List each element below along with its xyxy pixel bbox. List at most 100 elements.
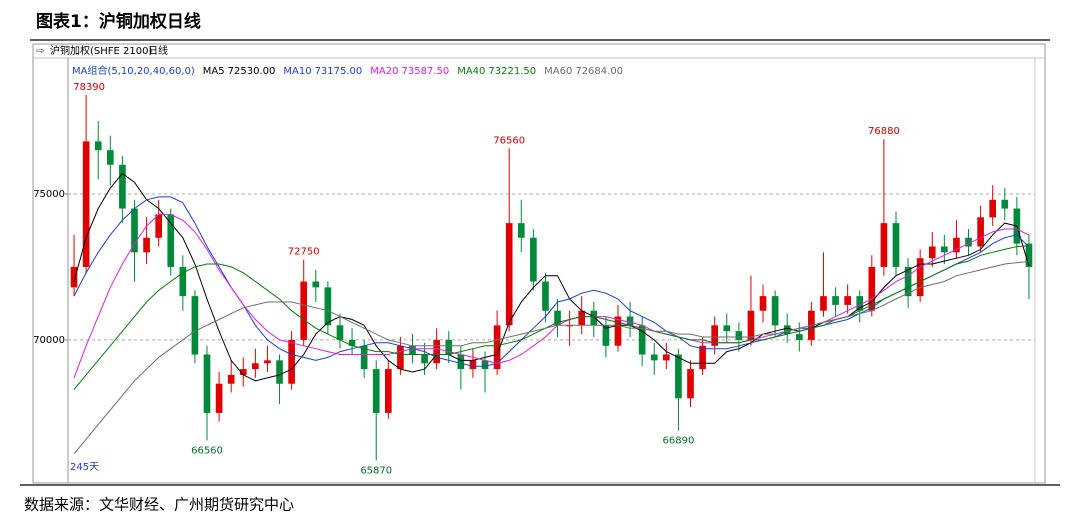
candle-body <box>892 223 900 267</box>
candle-body <box>276 360 283 384</box>
candle-body <box>312 281 320 288</box>
candle-body <box>542 281 549 311</box>
chart-title: 图表1：沪铜加权日线 <box>36 11 201 32</box>
chart-frame <box>32 43 1046 484</box>
ma-line <box>73 172 1030 382</box>
toolbar-icon: ⇨ <box>36 46 44 57</box>
candle-body <box>1001 199 1009 209</box>
candle-body <box>723 325 731 332</box>
legend-name: MA60 <box>544 66 572 77</box>
ma-line <box>73 245 1030 390</box>
candle-body <box>989 199 997 218</box>
legend-value: 73175.00 <box>315 66 363 77</box>
candle-body <box>239 369 247 375</box>
ma-line <box>73 261 1030 455</box>
candle-body <box>711 325 719 346</box>
candle-body <box>215 383 223 413</box>
candle-body <box>397 345 404 370</box>
high-annotation: 78390 <box>73 82 105 93</box>
candle-body <box>203 354 211 413</box>
candle-body <box>650 354 658 361</box>
legend-name: MA40 <box>457 66 485 77</box>
candle-body <box>614 316 622 346</box>
candle-body <box>856 296 864 311</box>
ma-line <box>73 213 1030 379</box>
legend-value: 72684.00 <box>575 66 623 77</box>
candle-body <box>735 331 743 340</box>
candle-body <box>566 325 573 327</box>
candle-body <box>928 246 936 259</box>
legend-title: MA组合(5,10,20,40,60,0) <box>72 64 195 77</box>
legend-name: MA10 <box>283 66 311 77</box>
candle-body <box>143 237 150 253</box>
candle-body <box>155 214 162 238</box>
candle-body <box>941 246 948 253</box>
candle-body <box>771 296 779 326</box>
candle-body <box>953 237 960 253</box>
candle-body <box>759 296 767 311</box>
legend-value: 72530.00 <box>228 66 276 77</box>
candle-body <box>409 345 416 355</box>
legend-name: MA5 <box>203 66 225 77</box>
candle-body <box>687 369 694 399</box>
candle-body <box>191 296 199 355</box>
candle-body <box>699 345 706 370</box>
y-tick-label: 70000 <box>33 335 65 346</box>
candle-body <box>300 281 308 340</box>
legend-value: 73587.50 <box>401 66 449 77</box>
high-annotation: 76560 <box>493 135 525 146</box>
candle-body <box>94 141 102 151</box>
candle-body <box>554 310 561 326</box>
candle-body <box>324 287 332 326</box>
source-note: 数据来源：文华财经、广州期货研究中心 <box>24 496 294 514</box>
candle-body <box>106 150 114 165</box>
candle-body <box>445 339 453 355</box>
candle-body <box>384 369 392 413</box>
toolbar-symbol: 沪铜加权(SHFE 2100) <box>50 44 152 57</box>
candle-body <box>457 354 465 370</box>
candle-body <box>868 266 876 311</box>
candle-body <box>167 214 175 267</box>
low-annotation: 66890 <box>663 436 695 447</box>
candle-body <box>421 354 428 364</box>
candle-body <box>517 223 525 238</box>
candle-body <box>493 325 501 370</box>
candle-body <box>880 223 888 267</box>
candle-body <box>131 208 138 253</box>
high-annotation: 72750 <box>288 247 320 258</box>
candle-body <box>675 354 682 399</box>
candle-body <box>227 374 235 384</box>
candle-body <box>663 354 670 361</box>
candle-body <box>252 363 259 370</box>
candle-body <box>82 141 90 267</box>
candle-body <box>977 217 984 247</box>
candle-body <box>590 310 598 326</box>
candle-body <box>965 237 972 247</box>
candle-body <box>336 325 344 340</box>
candle-body <box>264 360 271 364</box>
candle-body <box>638 325 646 355</box>
candle-body <box>505 223 513 326</box>
toolbar-period[interactable]: 日线 <box>148 44 168 57</box>
candle-body <box>360 345 368 370</box>
candle-body <box>602 325 610 346</box>
days-label: 245天 <box>70 462 99 473</box>
candle-body <box>119 164 126 209</box>
candle-body <box>1025 243 1033 267</box>
candle-body <box>916 258 924 297</box>
candle-body <box>626 316 634 326</box>
high-annotation: 76880 <box>868 126 900 137</box>
candle-body <box>904 266 912 297</box>
y-tick-label: 75000 <box>33 189 65 200</box>
candle-body <box>578 310 586 326</box>
candle-body <box>530 237 537 282</box>
candle-body <box>844 296 851 305</box>
candle-body <box>70 266 78 288</box>
candle-body <box>795 334 803 340</box>
candle-body <box>179 266 187 297</box>
low-annotation: 66560 <box>191 445 223 456</box>
candle-body <box>783 325 791 335</box>
candle-body <box>832 296 839 305</box>
